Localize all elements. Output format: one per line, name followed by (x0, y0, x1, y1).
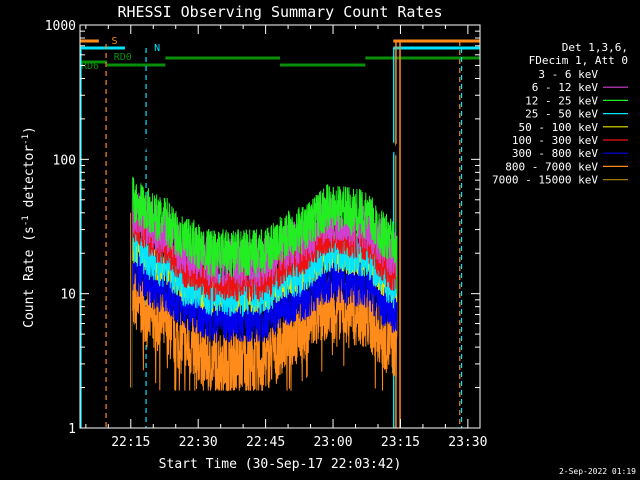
x-axis-label: Start Time (30-Sep-17 22:03:42) (159, 457, 402, 472)
x-tick-label: 22:15 (111, 435, 150, 450)
rd6-flag-label: RD6 (81, 61, 99, 72)
legend-header-line: Det 1,3,6, (562, 41, 628, 54)
legend-entry-label: 300 - 800 keV (512, 147, 598, 160)
legend-entry-label: 25 - 50 keV (525, 108, 598, 121)
y-axis-label-part: detector (22, 145, 37, 216)
y-axis-label: Count Rate (s-1 detector-1) (21, 126, 37, 328)
legend-entry-label: 3 - 6 keV (538, 68, 598, 81)
y-axis-label-superscript: -1 (21, 134, 31, 145)
plot-frame (79, 24, 481, 429)
legend-entry-label: 6 - 12 keV (532, 81, 599, 94)
y-tick-label: 1000 (45, 19, 76, 34)
legend-entry-label: 12 - 25 keV (525, 94, 598, 107)
plot-axes: 1 10 100 1000 22:15 22:30 22:45 23:00 23:15 23:30 (45, 19, 488, 450)
y-axis-label-part: ) (22, 126, 37, 134)
legend-header-line: FDecim 1, Att 0 (529, 54, 628, 67)
series-line (131, 192, 398, 388)
x-tick-label: 22:45 (246, 435, 285, 450)
rd0-flag-label: RD0 (114, 52, 132, 63)
series-lines (131, 137, 398, 428)
legend-entry-label: 800 - 7000 keV (505, 160, 598, 173)
footer-date: 2-Sep-2022 01:19 (559, 467, 636, 476)
y-tick-label: 1 (68, 422, 76, 437)
y-tick-label: 10 (60, 288, 76, 303)
legend-entry-label: 100 - 300 keV (512, 134, 598, 147)
x-tick-label: 22:30 (179, 435, 218, 450)
series-line (131, 272, 398, 392)
series-line (131, 137, 398, 428)
legend-entry-label: 7000 - 15000 keV (492, 174, 598, 187)
x-tick-label: 23:15 (381, 435, 420, 450)
y-axis-label-part: Count Rate (s (22, 226, 37, 328)
x-tick-label: 23:30 (448, 435, 487, 450)
x-tick-label: 23:00 (313, 435, 352, 450)
night-flag-label: N (154, 43, 160, 54)
series-line (131, 176, 398, 388)
legend-entry-label: 50 - 100 keV (519, 121, 599, 134)
saa-flag-label: S (111, 36, 117, 47)
chart-title: RHESSI Observing Summary Count Rates (117, 3, 442, 21)
y-axis-label-superscript: -1 (21, 215, 31, 226)
y-tick-label: 100 (53, 153, 76, 168)
